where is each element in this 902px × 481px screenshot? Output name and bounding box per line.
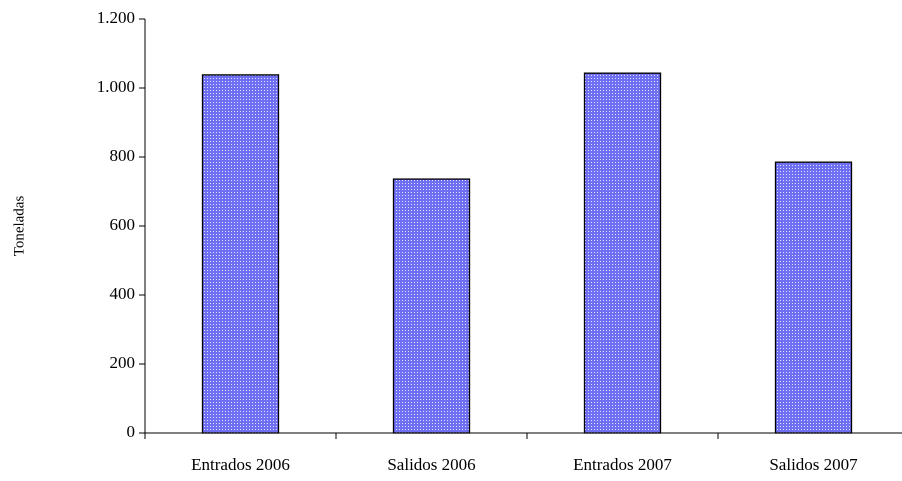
bar [201,74,280,434]
y-tick-label: 0 [127,422,136,441]
bar [392,178,471,434]
y-axis-label: Toneladas [11,196,27,257]
bar [583,72,662,434]
y-tick-label: 800 [110,146,136,165]
y-tick-label: 1.200 [97,8,135,27]
x-tick-label: Entrados 2007 [573,455,672,474]
y-tick-label: 400 [110,284,136,303]
y-tick-label: 200 [110,353,136,372]
x-tick-label: Entrados 2006 [191,455,290,474]
y-tick-label: 1.000 [97,77,135,96]
x-tick-label: Salidos 2006 [387,455,475,474]
bar [774,161,853,434]
y-tick-label: 600 [110,215,136,234]
x-tick-label: Salidos 2007 [769,455,858,474]
